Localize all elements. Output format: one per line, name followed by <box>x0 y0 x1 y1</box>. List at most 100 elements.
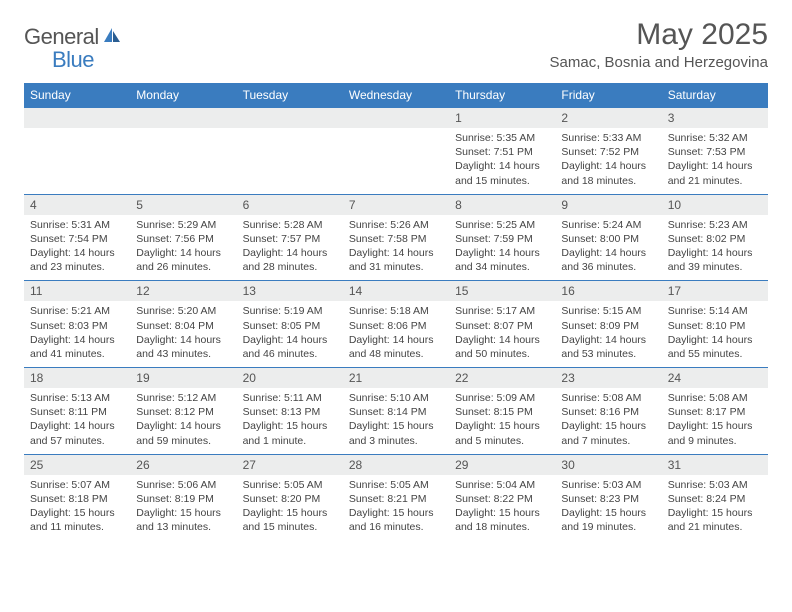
sunrise-text: Sunrise: 5:26 AM <box>349 218 443 232</box>
sunrise-text: Sunrise: 5:04 AM <box>455 478 549 492</box>
daylight-text-1: Daylight: 15 hours <box>668 506 762 520</box>
sunset-text: Sunset: 8:15 PM <box>455 405 549 419</box>
day-details: Sunrise: 5:33 AMSunset: 7:52 PMDaylight:… <box>555 128 661 194</box>
day-details <box>130 128 236 182</box>
sunset-text: Sunset: 8:20 PM <box>243 492 337 506</box>
sunrise-text: Sunrise: 5:03 AM <box>561 478 655 492</box>
sunset-text: Sunset: 8:00 PM <box>561 232 655 246</box>
day-number: 19 <box>130 368 236 388</box>
sunrise-text: Sunrise: 5:32 AM <box>668 131 762 145</box>
calendar-cell <box>24 108 130 195</box>
day-details: Sunrise: 5:25 AMSunset: 7:59 PMDaylight:… <box>449 215 555 281</box>
daylight-text-1: Daylight: 15 hours <box>349 419 443 433</box>
calendar-cell: 20Sunrise: 5:11 AMSunset: 8:13 PMDayligh… <box>237 368 343 455</box>
sunset-text: Sunset: 7:54 PM <box>30 232 124 246</box>
sunrise-text: Sunrise: 5:15 AM <box>561 304 655 318</box>
sunrise-text: Sunrise: 5:09 AM <box>455 391 549 405</box>
day-number: 14 <box>343 281 449 301</box>
daylight-text-2: and 31 minutes. <box>349 260 443 274</box>
daylight-text-1: Daylight: 14 hours <box>30 333 124 347</box>
day-number: 20 <box>237 368 343 388</box>
day-details: Sunrise: 5:15 AMSunset: 8:09 PMDaylight:… <box>555 301 661 367</box>
calendar-cell: 23Sunrise: 5:08 AMSunset: 8:16 PMDayligh… <box>555 368 661 455</box>
daylight-text-2: and 9 minutes. <box>668 434 762 448</box>
calendar-cell: 7Sunrise: 5:26 AMSunset: 7:58 PMDaylight… <box>343 194 449 281</box>
sunset-text: Sunset: 8:13 PM <box>243 405 337 419</box>
day-header: Wednesday <box>343 83 449 108</box>
calendar-cell: 9Sunrise: 5:24 AMSunset: 8:00 PMDaylight… <box>555 194 661 281</box>
day-number: 22 <box>449 368 555 388</box>
calendar-row: 25Sunrise: 5:07 AMSunset: 8:18 PMDayligh… <box>24 454 768 540</box>
daylight-text-1: Daylight: 15 hours <box>243 419 337 433</box>
daylight-text-2: and 1 minute. <box>243 434 337 448</box>
day-details: Sunrise: 5:24 AMSunset: 8:00 PMDaylight:… <box>555 215 661 281</box>
sunset-text: Sunset: 8:11 PM <box>30 405 124 419</box>
daylight-text-2: and 59 minutes. <box>136 434 230 448</box>
sunrise-text: Sunrise: 5:05 AM <box>243 478 337 492</box>
sunset-text: Sunset: 8:02 PM <box>668 232 762 246</box>
sunrise-text: Sunrise: 5:35 AM <box>455 131 549 145</box>
calendar-cell: 29Sunrise: 5:04 AMSunset: 8:22 PMDayligh… <box>449 454 555 540</box>
day-number <box>24 108 130 128</box>
sunrise-text: Sunrise: 5:08 AM <box>561 391 655 405</box>
calendar-cell: 10Sunrise: 5:23 AMSunset: 8:02 PMDayligh… <box>662 194 768 281</box>
daylight-text-1: Daylight: 14 hours <box>349 246 443 260</box>
sunrise-text: Sunrise: 5:21 AM <box>30 304 124 318</box>
day-header: Thursday <box>449 83 555 108</box>
day-number: 5 <box>130 195 236 215</box>
calendar-table: Sunday Monday Tuesday Wednesday Thursday… <box>24 83 768 540</box>
sunrise-text: Sunrise: 5:14 AM <box>668 304 762 318</box>
sunrise-text: Sunrise: 5:11 AM <box>243 391 337 405</box>
day-details: Sunrise: 5:31 AMSunset: 7:54 PMDaylight:… <box>24 215 130 281</box>
day-number: 29 <box>449 455 555 475</box>
daylight-text-1: Daylight: 14 hours <box>136 333 230 347</box>
day-details: Sunrise: 5:11 AMSunset: 8:13 PMDaylight:… <box>237 388 343 454</box>
daylight-text-2: and 46 minutes. <box>243 347 337 361</box>
calendar-cell: 17Sunrise: 5:14 AMSunset: 8:10 PMDayligh… <box>662 281 768 368</box>
day-number: 23 <box>555 368 661 388</box>
calendar-row: 4Sunrise: 5:31 AMSunset: 7:54 PMDaylight… <box>24 194 768 281</box>
daylight-text-1: Daylight: 14 hours <box>668 246 762 260</box>
daylight-text-1: Daylight: 14 hours <box>561 159 655 173</box>
daylight-text-2: and 13 minutes. <box>136 520 230 534</box>
day-details: Sunrise: 5:08 AMSunset: 8:17 PMDaylight:… <box>662 388 768 454</box>
sunrise-text: Sunrise: 5:06 AM <box>136 478 230 492</box>
daylight-text-1: Daylight: 14 hours <box>30 246 124 260</box>
sunset-text: Sunset: 8:16 PM <box>561 405 655 419</box>
sunrise-text: Sunrise: 5:24 AM <box>561 218 655 232</box>
day-details: Sunrise: 5:13 AMSunset: 8:11 PMDaylight:… <box>24 388 130 454</box>
sunrise-text: Sunrise: 5:07 AM <box>30 478 124 492</box>
day-details: Sunrise: 5:29 AMSunset: 7:56 PMDaylight:… <box>130 215 236 281</box>
calendar-cell: 4Sunrise: 5:31 AMSunset: 7:54 PMDaylight… <box>24 194 130 281</box>
day-number: 12 <box>130 281 236 301</box>
daylight-text-2: and 39 minutes. <box>668 260 762 274</box>
day-details: Sunrise: 5:26 AMSunset: 7:58 PMDaylight:… <box>343 215 449 281</box>
calendar-cell: 11Sunrise: 5:21 AMSunset: 8:03 PMDayligh… <box>24 281 130 368</box>
daylight-text-2: and 43 minutes. <box>136 347 230 361</box>
day-details: Sunrise: 5:05 AMSunset: 8:21 PMDaylight:… <box>343 475 449 541</box>
calendar-row: 11Sunrise: 5:21 AMSunset: 8:03 PMDayligh… <box>24 281 768 368</box>
day-number: 7 <box>343 195 449 215</box>
calendar-cell: 6Sunrise: 5:28 AMSunset: 7:57 PMDaylight… <box>237 194 343 281</box>
logo: General <box>24 18 123 50</box>
day-number: 2 <box>555 108 661 128</box>
calendar-row: 1Sunrise: 5:35 AMSunset: 7:51 PMDaylight… <box>24 108 768 195</box>
sunset-text: Sunset: 8:14 PM <box>349 405 443 419</box>
calendar-cell <box>237 108 343 195</box>
sunset-text: Sunset: 7:52 PM <box>561 145 655 159</box>
sunset-text: Sunset: 8:10 PM <box>668 319 762 333</box>
daylight-text-1: Daylight: 15 hours <box>561 506 655 520</box>
daylight-text-1: Daylight: 14 hours <box>561 246 655 260</box>
calendar-cell: 12Sunrise: 5:20 AMSunset: 8:04 PMDayligh… <box>130 281 236 368</box>
daylight-text-2: and 16 minutes. <box>349 520 443 534</box>
day-number: 18 <box>24 368 130 388</box>
calendar-cell: 28Sunrise: 5:05 AMSunset: 8:21 PMDayligh… <box>343 454 449 540</box>
daylight-text-2: and 50 minutes. <box>455 347 549 361</box>
sunrise-text: Sunrise: 5:31 AM <box>30 218 124 232</box>
day-header: Sunday <box>24 83 130 108</box>
daylight-text-1: Daylight: 15 hours <box>455 419 549 433</box>
sunrise-text: Sunrise: 5:29 AM <box>136 218 230 232</box>
daylight-text-2: and 15 minutes. <box>455 174 549 188</box>
daylight-text-1: Daylight: 14 hours <box>243 246 337 260</box>
day-details: Sunrise: 5:09 AMSunset: 8:15 PMDaylight:… <box>449 388 555 454</box>
